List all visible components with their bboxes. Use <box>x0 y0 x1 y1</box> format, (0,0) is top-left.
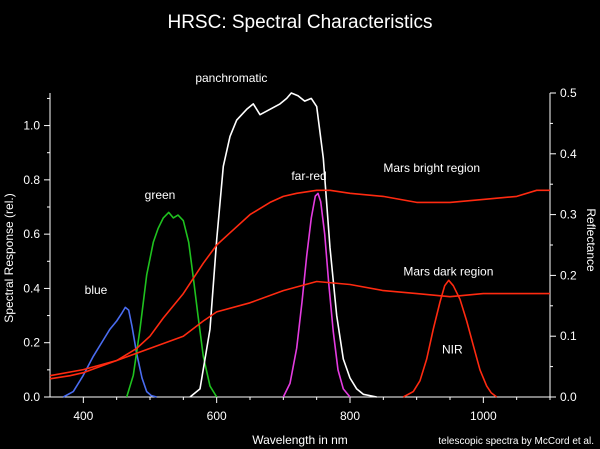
series-line-nir <box>402 279 498 398</box>
x-axis-label: Wavelength in nm <box>252 433 348 447</box>
y-axis-left-label: Spectral Response (rel.) <box>2 193 16 322</box>
series-label-blue: blue <box>85 283 108 297</box>
series-label-green: green <box>145 188 176 202</box>
series-line-panchromatic <box>189 92 377 398</box>
y-left-tick-label: 0.8 <box>23 173 40 187</box>
series-line-mars-dark-region <box>49 280 550 377</box>
credit-text: telescopic spectra by McCord et al. <box>438 436 594 447</box>
series-label-mars-dark-region: Mars dark region <box>403 264 493 278</box>
series-labels: blue green panchromatic far-red NIR Mars brig… <box>85 71 494 356</box>
x-tick-label: 600 <box>207 409 227 423</box>
y-right-tick-label: 0.1 <box>560 329 577 343</box>
series-group <box>49 92 550 398</box>
series-label-far-red: far-red <box>291 169 326 183</box>
y-left-tick-label: 0.4 <box>23 281 40 295</box>
x-tick-label: 400 <box>73 409 93 423</box>
y-right-tick-label: 0.3 <box>560 208 577 222</box>
y-left-tick-label: 0.0 <box>23 390 40 404</box>
y-left-tick-label: 1.0 <box>23 119 40 133</box>
y-right-tick-label: 0.0 <box>560 390 577 404</box>
y-axis-right-label: Reflectance <box>584 208 598 272</box>
x-tick-label: 800 <box>340 409 360 423</box>
series-label-panchromatic: panchromatic <box>195 71 267 85</box>
y-left-tick-label: 0.6 <box>23 227 40 241</box>
axes: 400 600 800 1000 0.0 0.2 0.4 0.6 0.8 1.0 0.0 0.1 0.2… <box>23 86 577 423</box>
x-tick-label: 1000 <box>470 409 497 423</box>
series-line-far-red <box>282 192 351 398</box>
y-right-tick-label: 0.2 <box>560 268 577 282</box>
series-label-nir: NIR <box>442 343 463 357</box>
y-right-tick-label: 0.4 <box>560 147 577 161</box>
series-label-mars-bright-region: Mars bright region <box>383 161 480 175</box>
chart-title: HRSC: Spectral Characteristics <box>167 12 432 33</box>
series-line-green <box>125 211 218 398</box>
y-right-tick-label: 0.5 <box>560 86 577 100</box>
y-left-tick-label: 0.2 <box>23 336 40 350</box>
series-line-blue <box>62 306 157 398</box>
